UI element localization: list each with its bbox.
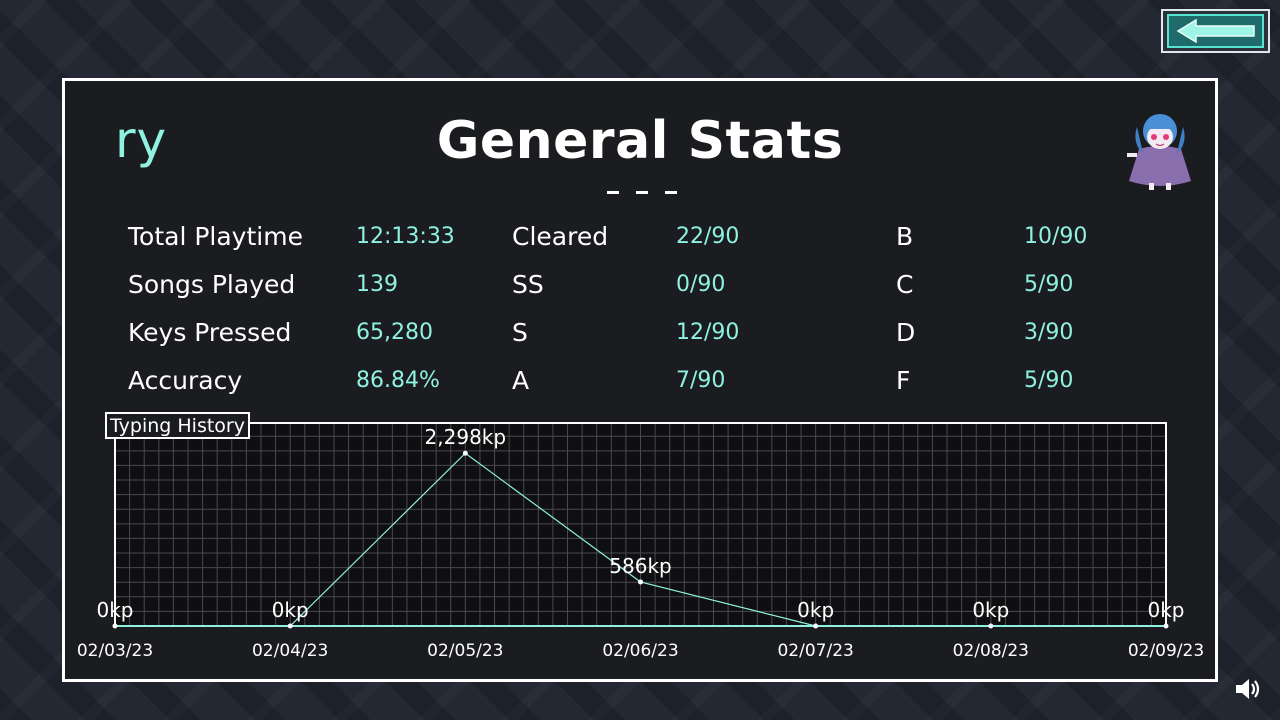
title-divider (607, 191, 677, 194)
data-point (813, 623, 819, 629)
grade-c-label: C (896, 270, 914, 299)
total-playtime-value: 12:13:33 (356, 224, 455, 249)
grade-f-label: F (896, 366, 911, 395)
grade-ss-value: 0/90 (676, 272, 726, 297)
data-point (1163, 623, 1169, 629)
speaker-icon[interactable] (1234, 676, 1262, 702)
username: ry (115, 111, 168, 169)
stats-panel: ry General Stats Total Playtime 12:13:33… (62, 78, 1218, 682)
grade-a-value: 7/90 (676, 368, 726, 393)
grade-b-value: 10/90 (1024, 224, 1088, 249)
grade-ss-label: SS (512, 270, 544, 299)
chart-grid (115, 423, 1166, 626)
grade-s-value: 12/90 (676, 320, 740, 345)
data-label: 0kp (797, 598, 834, 622)
grade-f-value: 5/90 (1024, 368, 1074, 393)
cleared-value: 22/90 (676, 224, 740, 249)
keys-pressed-value: 65,280 (356, 320, 433, 345)
cleared-label: Cleared (512, 222, 609, 251)
back-button[interactable] (1161, 9, 1270, 53)
data-point (638, 579, 643, 585)
grade-d-label: D (896, 318, 916, 347)
x-tick-label: 02/04/23 (252, 641, 328, 661)
x-tick-label: 02/05/23 (427, 641, 503, 661)
chart-title: Typing History (105, 412, 250, 439)
x-tick-label: 02/07/23 (777, 641, 853, 661)
grade-b-label: B (896, 222, 914, 251)
data-label: 0kp (96, 598, 133, 622)
back-arrow-icon (1176, 19, 1255, 43)
data-point (462, 450, 468, 456)
data-label: 0kp (972, 598, 1009, 622)
songs-played-label: Songs Played (128, 270, 296, 299)
x-tick-label: 02/09/23 (1128, 641, 1204, 661)
x-tick-label: 02/08/23 (953, 641, 1029, 661)
grade-c-value: 5/90 (1024, 272, 1074, 297)
data-point (988, 623, 994, 629)
grade-s-label: S (512, 318, 528, 347)
total-playtime-label: Total Playtime (128, 222, 303, 251)
data-label: 0kp (1147, 598, 1184, 622)
character-avatar (1127, 114, 1191, 190)
data-point (112, 623, 118, 629)
data-label: 586kp (609, 554, 671, 578)
data-label: 2,298kp (425, 425, 507, 449)
page-title: General Stats (436, 111, 844, 171)
grade-d-value: 3/90 (1024, 320, 1074, 345)
data-point (287, 623, 293, 629)
data-label: 0kp (272, 598, 309, 622)
x-tick-label: 02/03/23 (77, 641, 153, 661)
keys-pressed-label: Keys Pressed (128, 318, 292, 347)
accuracy-value: 86.84% (356, 368, 440, 393)
grade-a-label: A (512, 366, 530, 395)
x-tick-label: 02/06/23 (602, 641, 678, 661)
accuracy-label: Accuracy (128, 366, 243, 395)
songs-played-value: 139 (356, 272, 398, 297)
typing-history-chart: 0kp 02/03/23 0kp 02/04/23 2,298kp 02/05/23 586… (77, 422, 1204, 661)
